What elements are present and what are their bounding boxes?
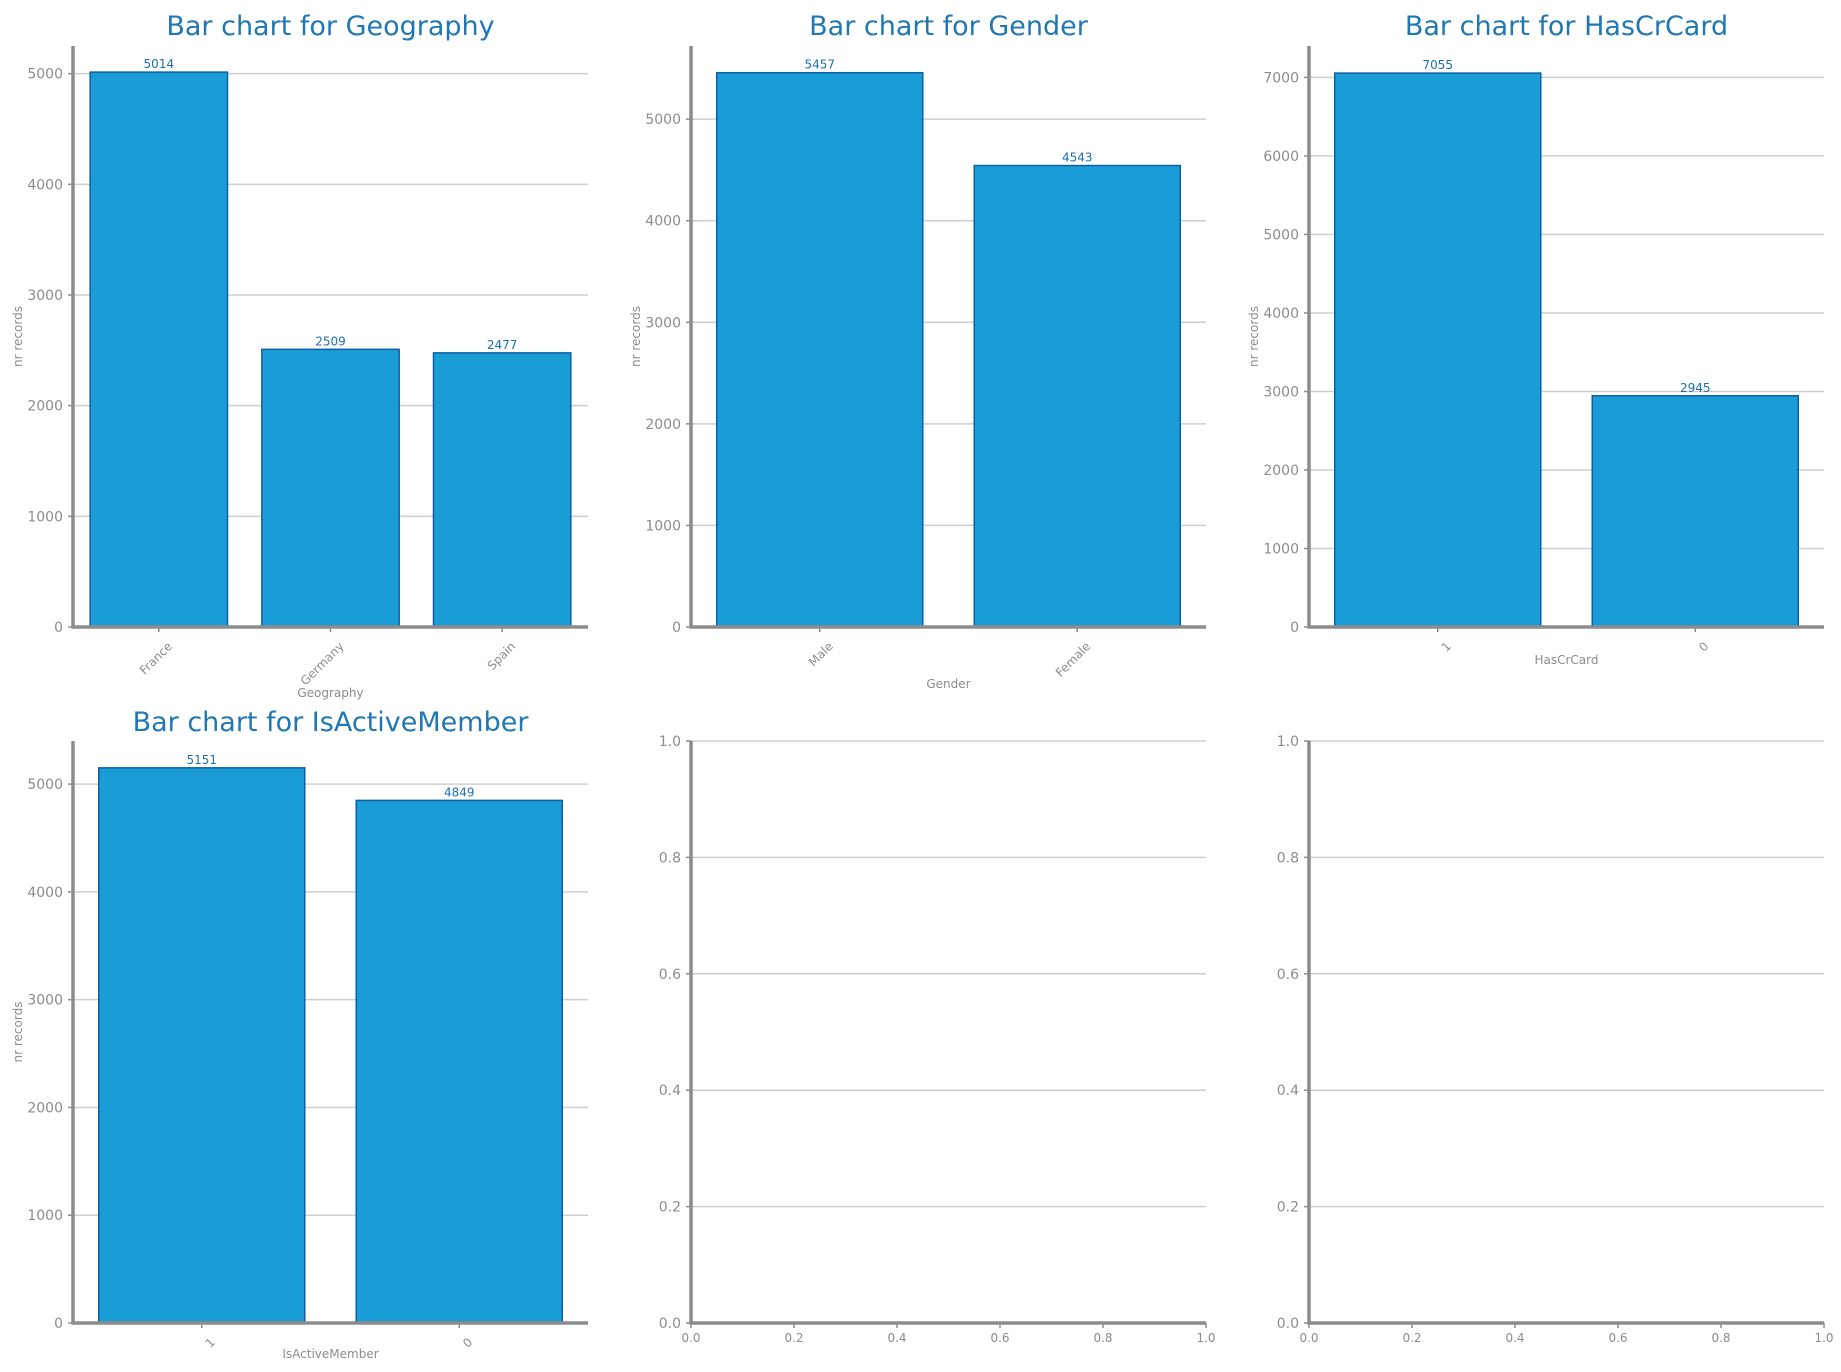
x-tick-label: 0.2 xyxy=(1402,1331,1421,1345)
y-tick-label: 0.2 xyxy=(1277,1200,1299,1216)
chart-panel-6: 0.0 0.2 0.4 0.6 0.8 1.0 0.0 0.2 0.4 0.6 0.8 1.0 xyxy=(1277,734,1834,1345)
bar-1 xyxy=(98,767,306,1324)
bar-0 xyxy=(1591,395,1799,628)
x-tick-label: 0.8 xyxy=(1711,1331,1730,1345)
y-axis-label: nr records xyxy=(1247,306,1261,367)
x-tick-label: 0.0 xyxy=(1299,1331,1318,1345)
x-tick-label: Male xyxy=(806,639,836,669)
chart-title: Bar chart for Gender xyxy=(809,11,1089,42)
bar-value-label: 4543 xyxy=(1062,151,1093,165)
chart-title: Bar chart for Geography xyxy=(166,11,494,42)
y-tick-label: 3000 xyxy=(27,993,63,1009)
x-tick-label: 0 xyxy=(460,1335,475,1350)
y-tick-label: 4000 xyxy=(645,214,681,230)
y-tick-label: 1000 xyxy=(1263,541,1299,557)
y-tick-label: 6000 xyxy=(1263,149,1299,165)
chart-title: Bar chart for HasCrCard xyxy=(1405,11,1728,42)
y-tick-label: 1000 xyxy=(27,1208,63,1224)
chart-panel-1: 0 1000 2000 3000 4000 5000 5014 France 2509 Germa… xyxy=(11,11,588,700)
x-tick-label: 1 xyxy=(203,1335,218,1350)
y-tick-label: 1000 xyxy=(645,518,681,534)
y-tick-label: 5000 xyxy=(645,112,681,128)
chart-title: Bar chart for IsActiveMember xyxy=(133,707,530,738)
y-tick-label: 0.4 xyxy=(1277,1083,1299,1099)
chart-panel-3: 0 1000 2000 3000 4000 5000 6000 7000 7055 1 2945 0 B… xyxy=(1247,11,1824,667)
x-tick-label: 0.4 xyxy=(1505,1331,1524,1345)
y-tick-label: 0.8 xyxy=(1277,850,1299,866)
y-axis-label: nr records xyxy=(11,1002,25,1063)
bar-value-label: 5151 xyxy=(186,753,217,767)
chart-panel-5: 0.0 0.2 0.4 0.6 0.8 1.0 0.0 0.2 0.4 0.6 0.8 1.0 xyxy=(659,734,1216,1345)
x-tick-label: Germany xyxy=(298,639,347,688)
bar-value-label: 2509 xyxy=(315,334,346,348)
y-tick-label: 0.8 xyxy=(659,850,681,866)
bar-value-label: 7055 xyxy=(1422,58,1453,72)
x-tick-label: 0.8 xyxy=(1093,1331,1112,1345)
chart-panel-4: 0 1000 2000 3000 4000 5000 5151 1 4849 0 Bar chart… xyxy=(11,707,588,1361)
y-tick-label: 2000 xyxy=(645,417,681,433)
y-tick-label: 1.0 xyxy=(659,734,681,750)
bar-value-label: 5457 xyxy=(804,58,835,72)
y-tick-label: 5000 xyxy=(27,777,63,793)
y-axis-label: nr records xyxy=(11,306,25,367)
y-tick-label: 0.6 xyxy=(1277,967,1299,983)
x-axis-label: IsActiveMember xyxy=(282,1347,378,1361)
y-tick-label: 4000 xyxy=(1263,306,1299,322)
bar-France xyxy=(89,71,229,628)
y-tick-label: 0.4 xyxy=(659,1083,681,1099)
bar-Male xyxy=(716,71,924,628)
y-tick-label: 4000 xyxy=(27,177,63,193)
x-tick-label: 1.0 xyxy=(1814,1331,1833,1345)
x-axis-label: HasCrCard xyxy=(1534,653,1598,667)
y-tick-label: 2000 xyxy=(1263,463,1299,479)
y-tick-label: 5000 xyxy=(1263,227,1299,243)
x-tick-label: 0.6 xyxy=(1608,1331,1627,1345)
y-axis-label: nr records xyxy=(629,306,643,367)
bar-0 xyxy=(355,799,563,1324)
y-tick-label: 0 xyxy=(54,1316,63,1332)
y-tick-label: 5000 xyxy=(27,67,63,83)
y-tick-label: 0 xyxy=(1290,620,1299,636)
bar-value-label: 5014 xyxy=(144,57,175,71)
y-tick-label: 1000 xyxy=(27,509,63,525)
x-tick-label: Spain xyxy=(485,639,519,673)
y-tick-label: 3000 xyxy=(1263,384,1299,400)
bar-value-label: 2477 xyxy=(487,338,518,352)
chart-panel-2: 0 1000 2000 3000 4000 5000 5457 Male 4543 Female B… xyxy=(629,11,1206,691)
y-tick-label: 2000 xyxy=(27,399,63,415)
x-tick-label: 0 xyxy=(1696,639,1711,654)
x-axis-label: Gender xyxy=(926,677,970,691)
y-tick-label: 7000 xyxy=(1263,70,1299,86)
bar-Spain xyxy=(432,352,572,628)
y-tick-label: 0.6 xyxy=(659,967,681,983)
y-tick-label: 4000 xyxy=(27,885,63,901)
bar-Female xyxy=(973,164,1181,628)
bar-value-label: 2945 xyxy=(1680,381,1711,395)
y-tick-label: 1.0 xyxy=(1277,734,1299,750)
y-tick-label: 0.0 xyxy=(659,1316,681,1332)
bar-Germany xyxy=(261,348,400,628)
x-tick-label: 0.0 xyxy=(681,1331,700,1345)
y-tick-label: 0.2 xyxy=(659,1200,681,1216)
x-tick-label: Female xyxy=(1053,639,1094,680)
y-tick-label: 0.0 xyxy=(1277,1316,1299,1332)
y-tick-label: 0 xyxy=(672,620,681,636)
y-tick-label: 3000 xyxy=(645,315,681,331)
x-tick-label: 1 xyxy=(1439,639,1454,654)
bar-value-label: 4849 xyxy=(444,785,475,799)
y-tick-label: 0 xyxy=(54,620,63,636)
x-tick-label: 0.2 xyxy=(784,1331,803,1345)
bar-1 xyxy=(1334,72,1542,628)
x-tick-label: France xyxy=(137,639,175,677)
x-tick-label: 1.0 xyxy=(1196,1331,1215,1345)
x-axis-label: Geography xyxy=(297,686,363,700)
y-tick-label: 2000 xyxy=(27,1100,63,1116)
y-tick-label: 3000 xyxy=(27,288,63,304)
x-tick-label: 0.6 xyxy=(990,1331,1009,1345)
x-tick-label: 0.4 xyxy=(887,1331,906,1345)
